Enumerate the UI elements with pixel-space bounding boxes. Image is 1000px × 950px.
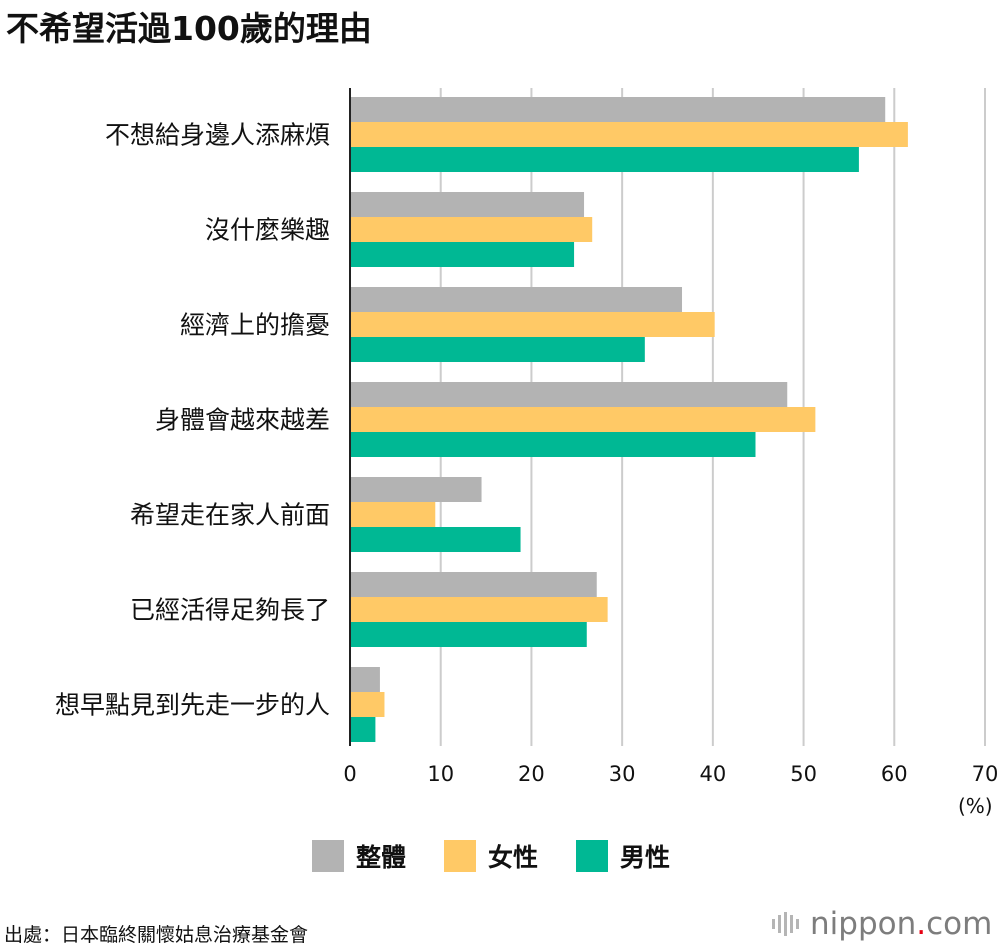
category-label-0: 不想給身邊人添麻煩	[105, 121, 330, 150]
bar-female-0	[350, 122, 908, 147]
bar-female-2	[350, 312, 715, 337]
legend-item-male: 男性	[576, 838, 670, 874]
bar-overall-5	[350, 572, 597, 597]
legend-label-male: 男性	[620, 843, 671, 872]
legend-swatch-male	[576, 840, 609, 872]
bar-male-3	[350, 432, 756, 457]
chart-title: 不希望活過100歲的理由	[6, 9, 372, 48]
bar-female-5	[350, 597, 608, 622]
x-tick-label-0: 0	[343, 762, 356, 786]
category-label-4: 希望走在家人前面	[130, 501, 330, 530]
logo-text: nippon.com	[810, 906, 992, 942]
category-label-1: 沒什麼樂趣	[205, 216, 330, 245]
logo-dot: .	[916, 906, 927, 942]
category-labels: 不想給身邊人添麻煩沒什麼樂趣經濟上的擔憂身體會越來越差希望走在家人前面已經活得足…	[55, 121, 330, 720]
bar-female-6	[350, 692, 385, 717]
bar-overall-6	[350, 667, 380, 692]
legend-item-female: 女性	[444, 838, 538, 874]
x-tick-label-10: 10	[427, 762, 454, 786]
x-tick-label-60: 60	[881, 762, 908, 786]
x-axis-unit-label: (%)	[958, 794, 993, 818]
bar-male-6	[350, 717, 376, 742]
bar-overall-3	[350, 382, 788, 407]
bar-male-2	[350, 337, 645, 362]
x-tick-label-50: 50	[790, 762, 817, 786]
bar-female-1	[350, 217, 593, 242]
bar-overall-1	[350, 192, 585, 217]
legend-label-overall: 整體	[356, 843, 407, 872]
legend-label-female: 女性	[488, 843, 539, 872]
x-tick-label-70: 70	[972, 762, 999, 786]
legend-swatch-female	[444, 840, 477, 872]
category-label-2: 經濟上的擔憂	[180, 311, 330, 340]
bar-overall-0	[350, 97, 886, 122]
bar-overall-2	[350, 287, 683, 312]
bar-male-0	[350, 147, 859, 172]
x-tick-label-40: 40	[699, 762, 726, 786]
bar-male-1	[350, 242, 575, 267]
x-tick-label-30: 30	[609, 762, 636, 786]
legend: 整體 女性 男性	[312, 838, 708, 874]
legend-swatch-overall	[312, 840, 344, 872]
tick-labels: 0 10 20 30 40 50 60 70	[343, 762, 998, 786]
logo-name: nippon	[810, 906, 917, 942]
bar-female-4	[350, 502, 436, 527]
bar-male-4	[350, 527, 521, 552]
category-label-5: 已經活得足夠長了	[130, 596, 330, 625]
logo-suffix: com	[926, 906, 993, 942]
nippon-logo: nippon.com	[772, 906, 992, 942]
x-tick-label-20: 20	[518, 762, 545, 786]
bar-male-5	[350, 622, 587, 647]
legend-item-overall: 整體	[312, 838, 406, 874]
category-label-6: 想早點見到先走一步的人	[55, 691, 330, 720]
bar-chart: 不想給身邊人添麻煩沒什麼樂趣經濟上的擔憂身體會越來越差希望走在家人前面已經活得足…	[55, 88, 998, 786]
category-label-3: 身體會越來越差	[155, 406, 330, 435]
bar-female-3	[350, 407, 816, 432]
bar-overall-4	[350, 477, 482, 502]
sound-bars-icon	[772, 909, 802, 939]
bars	[350, 97, 908, 742]
source-note: 出處：日本臨終關懷姑息治療基金會	[4, 924, 309, 946]
